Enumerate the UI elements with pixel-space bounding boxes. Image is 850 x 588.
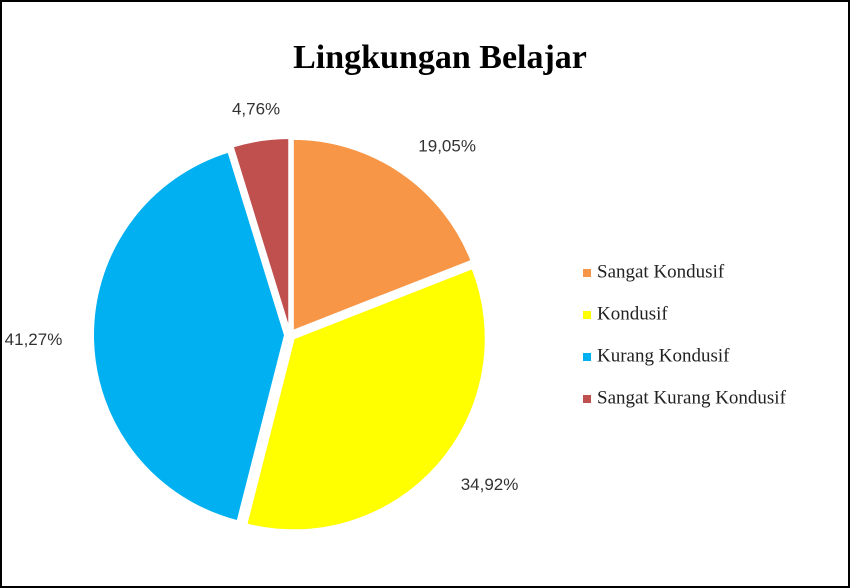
pie-slice [231,137,291,331]
legend-swatch [583,269,591,277]
legend-swatch [583,311,591,319]
data-label: 19,05% [418,136,476,155]
data-label: 4,76% [232,99,280,118]
chart-title: Lingkungan Belajar [293,39,587,76]
legend-label: Kondusif [597,303,668,324]
pie-slice [92,150,287,523]
legend-swatch [583,353,591,361]
data-label: 41,27% [5,330,63,349]
legend-swatch [583,395,591,403]
pie-slice [291,137,473,333]
data-label: 34,92% [461,475,519,494]
legend-label: Sangat Kurang Kondusif [597,387,787,408]
legend-label: Sangat Kondusif [597,261,725,282]
legend-label: Kurang Kondusif [597,345,730,366]
pie-slice [245,266,487,532]
